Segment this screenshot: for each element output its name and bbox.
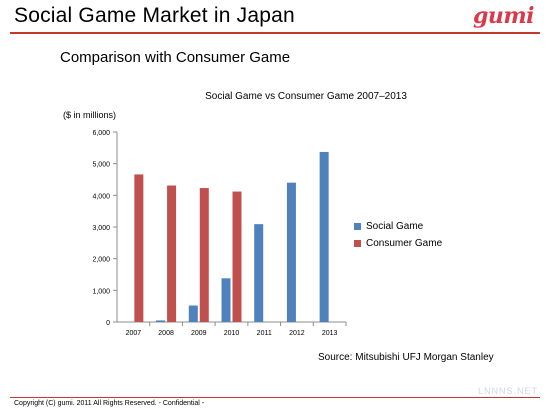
x-tick-label: 2007	[126, 330, 142, 337]
y-tick-label: 1,000	[92, 288, 110, 295]
chart-title: Social Game vs Consumer Game 2007–2013	[205, 91, 407, 102]
x-tick-label: 2012	[289, 330, 305, 337]
x-tick-label: 2009	[191, 330, 207, 337]
slide-title: Social Game Market in Japan	[14, 4, 295, 27]
legend-item-consumer-game: Consumer Game	[354, 235, 442, 252]
source-note: Source: Mitsubishi UFJ Morgan Stanley	[318, 352, 494, 363]
y-tick-label: 6,000	[92, 130, 110, 137]
legend-label-consumer-game: Consumer Game	[366, 238, 443, 249]
gumi-logo: gumi	[472, 3, 535, 29]
bar-social-game-2010	[221, 278, 231, 322]
x-tick-label: 2011	[257, 330, 272, 337]
legend-swatch-consumer-game	[354, 240, 361, 247]
slide-subtitle: Comparison with Consumer Game	[60, 49, 291, 66]
y-tick-label: 0	[106, 320, 110, 327]
bar-consumer-game-2007	[134, 174, 144, 322]
bar-social-game-2008	[156, 320, 166, 322]
y-tick-label: 3,000	[92, 225, 110, 232]
bar-consumer-game-2008	[167, 185, 177, 322]
bar-social-game-2011	[254, 224, 264, 322]
footer-divider	[10, 397, 540, 398]
footer-copyright: Copyright (C) gumi. 2011 All Rights Rese…	[14, 400, 205, 407]
y-axis-label: ($ in millions)	[63, 110, 117, 120]
bar-social-game-2012	[286, 182, 296, 322]
x-tick-label: 2010	[224, 330, 240, 337]
title-divider	[10, 32, 540, 34]
bar-social-game-2013	[319, 151, 329, 322]
watermark: LNNNS.NET	[477, 386, 538, 396]
bar-consumer-game-2009	[199, 188, 209, 322]
legend-swatch-social-game	[354, 223, 361, 230]
x-tick-label: 2013	[322, 330, 338, 337]
legend-label-social-game: Social Game	[366, 221, 424, 232]
y-tick-label: 4,000	[92, 193, 110, 200]
x-tick-label: 2008	[158, 330, 174, 337]
y-tick-label: 2,000	[92, 257, 110, 264]
bar-consumer-game-2010	[232, 191, 242, 322]
legend-item-social-game: Social Game	[354, 218, 442, 235]
bar-social-game-2009	[188, 305, 198, 322]
y-tick-label: 5,000	[92, 162, 110, 169]
chart-legend: Social Game Consumer Game	[354, 218, 442, 252]
